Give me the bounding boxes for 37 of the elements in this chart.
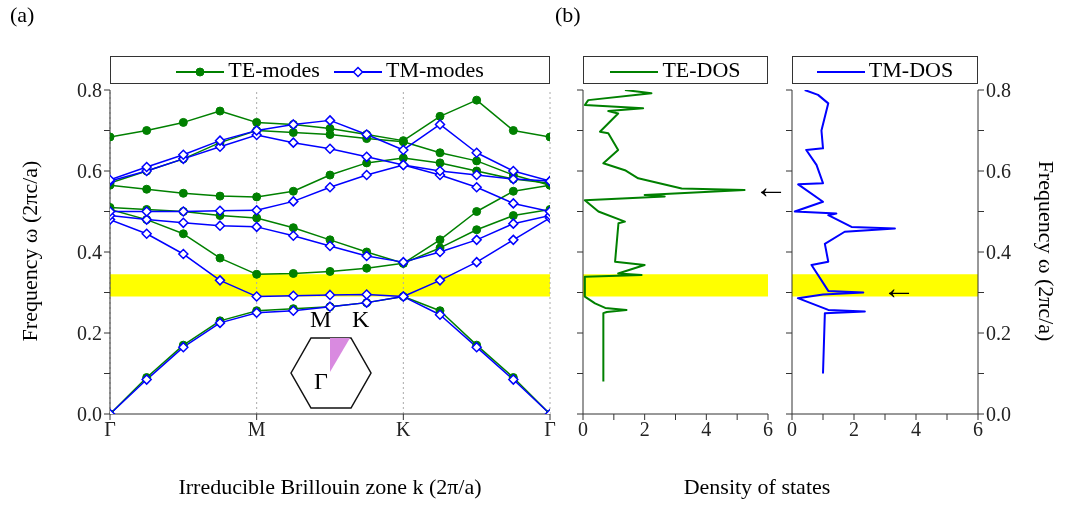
y-tick-label: 0.4 [77, 241, 102, 264]
y2-tick-label: 0.6 [986, 160, 1011, 183]
annotation: M [310, 306, 332, 333]
annotation: ← [882, 269, 916, 307]
annotation: K [352, 306, 370, 333]
annotation: Γ [314, 368, 328, 395]
y2-tick-label: 0.2 [986, 322, 1011, 345]
legend-label: TM-DOS [867, 57, 954, 83]
legend-label: TE-modes [227, 57, 320, 83]
chart-title: (b) [555, 2, 581, 28]
y2-tick-label: 0.4 [986, 241, 1011, 264]
x-tick-label: Γ [104, 418, 116, 441]
x-axis-title: Density of states [682, 474, 832, 500]
y-tick-label: 0.2 [77, 322, 102, 345]
x-tick-label: 6 [763, 418, 773, 441]
x-tick-label: 2 [639, 418, 650, 441]
y-axis-title: Frequency ω (2πc/a) [17, 159, 43, 344]
x-tick-label: M [247, 418, 266, 441]
x-tick-label: Γ [544, 418, 556, 441]
legend-label: TM-modes [384, 57, 484, 83]
y-tick-label: 0.0 [77, 403, 102, 426]
annotation: ← [754, 168, 788, 206]
y-tick-label: 0.8 [77, 79, 102, 102]
y-tick-label: 0.6 [77, 160, 102, 183]
y2-tick-label: 0.8 [986, 79, 1011, 102]
legend-label: TE-DOS [661, 57, 741, 83]
x-tick-label: 4 [911, 418, 921, 441]
chart-title: (a) [10, 2, 35, 28]
x-tick-label: 0 [578, 418, 588, 441]
x-tick-label: 6 [973, 418, 983, 441]
y2-axis-title: Frequency ω (2πc/a) [1033, 159, 1059, 344]
x-tick-label: K [396, 418, 412, 441]
x-tick-label: 4 [701, 418, 712, 441]
x-tick-label: 2 [849, 418, 859, 441]
x-axis-title: Irreducible Brillouin zone k (2π/a) [177, 474, 483, 500]
x-tick-label: 0 [787, 418, 797, 441]
y2-tick-label: 0.0 [986, 403, 1011, 426]
